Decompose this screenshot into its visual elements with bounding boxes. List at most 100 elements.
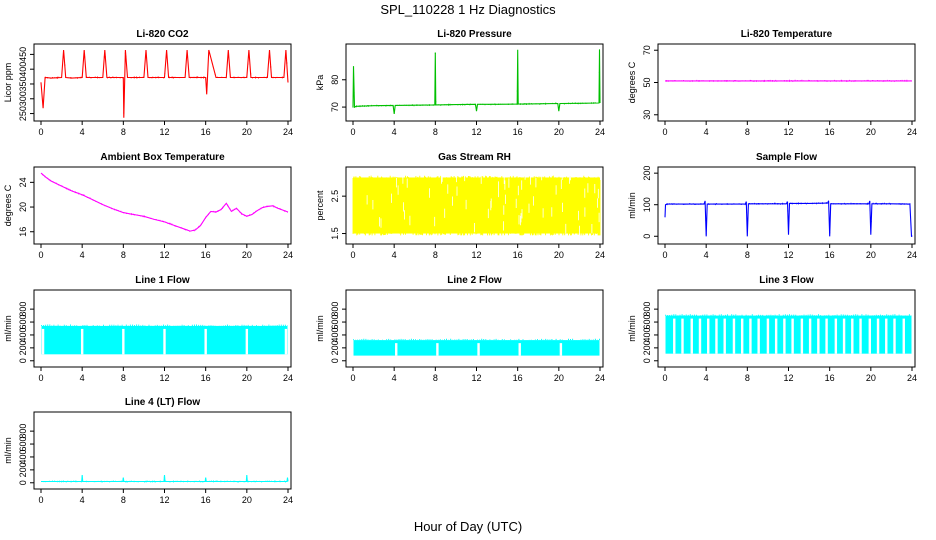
y-tick-label: 0	[642, 358, 652, 363]
panel-title: Gas Stream RH	[438, 152, 511, 163]
x-tick-label: 20	[866, 250, 876, 260]
flow-band	[665, 315, 912, 354]
x-tick-label: 0	[350, 127, 355, 137]
x-tick-label: 8	[121, 250, 126, 260]
x-tick-label: 16	[825, 250, 835, 260]
flow-gap	[876, 318, 880, 354]
flow-gap	[834, 318, 838, 354]
y-tick-label: 400	[642, 327, 652, 342]
y-tick-label: 200	[642, 340, 652, 355]
y-tick-label: 200	[330, 340, 340, 355]
y-tick-label: 350	[18, 76, 28, 91]
x-tick-label: 8	[121, 127, 126, 137]
x-tick-label: 0	[38, 250, 43, 260]
x-tick-label: 16	[513, 373, 523, 383]
series-line	[352, 49, 601, 114]
x-tick-label: 4	[704, 373, 709, 383]
flow-band	[353, 340, 600, 356]
x-tick-label: 24	[907, 373, 917, 383]
y-axis-label: ml/min	[315, 315, 325, 342]
x-tick-label: 8	[745, 373, 750, 383]
data-layer	[664, 200, 913, 237]
x-tick-label: 24	[283, 495, 293, 505]
panel-title: Sample Flow	[756, 152, 817, 163]
x-tick-label: 20	[554, 250, 564, 260]
x-tick-label: 16	[825, 373, 835, 383]
y-tick-label: 70	[330, 102, 340, 112]
x-tick-label: 24	[283, 127, 293, 137]
x-tick-label: 20	[866, 127, 876, 137]
plot-frame	[33, 289, 292, 368]
flow-gap	[284, 328, 288, 355]
series-noise	[40, 50, 288, 114]
flow-gap	[851, 318, 854, 354]
flow-gap	[902, 318, 905, 354]
x-tick-label: 24	[907, 127, 917, 137]
flow-gap	[723, 318, 726, 354]
flow-gap	[673, 318, 676, 354]
x-tick-label: 24	[907, 250, 917, 260]
y-tick-label: 600	[18, 315, 28, 330]
x-tick-label: 20	[242, 127, 252, 137]
flow-gap	[436, 343, 439, 356]
flow-gap	[868, 318, 872, 354]
y-tick-label: 20	[18, 202, 28, 212]
x-tick-label: 12	[159, 373, 169, 383]
x-tick-label: 8	[433, 127, 438, 137]
flow-band-edge	[353, 338, 600, 341]
panel-8: Line 3 Flow ml/min 0 4 8 12 16 20 24 0 20040060080…	[627, 275, 917, 383]
y-tick-label: 600	[330, 315, 340, 330]
series-line	[40, 172, 289, 232]
x-tick-label: 20	[554, 373, 564, 383]
x-tick-label: 4	[392, 127, 397, 137]
y-tick-label: 200	[18, 340, 28, 355]
flow-gap	[518, 343, 521, 356]
x-tick-label: 4	[80, 127, 85, 137]
y-tick-label: 200	[18, 462, 28, 477]
x-tick-label: 4	[392, 250, 397, 260]
y-tick-label: 30	[642, 110, 652, 120]
x-tick-label: 8	[433, 250, 438, 260]
panel-title: Line 1 Flow	[135, 275, 190, 286]
x-tick-label: 8	[745, 250, 750, 260]
flow-gap	[245, 328, 249, 355]
panel-title: Line 4 (LT) Flow	[125, 397, 201, 408]
flow-gap	[783, 318, 786, 354]
data-layer	[40, 49, 289, 118]
flow-gap	[559, 343, 563, 356]
flow-gap	[791, 318, 794, 354]
flow-gap	[757, 318, 760, 354]
x-tick-label: 24	[595, 250, 605, 260]
data-layer	[40, 172, 289, 232]
flow-gap	[842, 318, 846, 354]
series-line	[40, 49, 289, 118]
x-axis-title: Hour of Day (UTC)	[414, 519, 522, 534]
x-tick-label: 8	[745, 127, 750, 137]
x-tick-label: 12	[159, 495, 169, 505]
y-axis-label: percent	[315, 190, 325, 221]
x-tick-label: 12	[783, 250, 793, 260]
flow-gap	[715, 318, 718, 354]
data-layer	[665, 314, 912, 354]
flow-gap	[859, 318, 862, 354]
x-tick-label: 4	[392, 373, 397, 383]
y-axis-label: ml/min	[3, 437, 13, 464]
panel-3: Ambient Box Temperature degrees C 0 4 8 12 16 2…	[3, 152, 293, 260]
flow-gap	[163, 328, 166, 355]
panel-5: Sample Flow ml/min 0 4 8 12 16 20 24 0 100 200	[627, 152, 917, 260]
y-tick-label: 2.5	[330, 190, 340, 203]
x-tick-label: 20	[866, 373, 876, 383]
flow-gap	[893, 318, 896, 354]
flow-band-edge	[665, 314, 912, 316]
x-tick-label: 12	[159, 250, 169, 260]
flow-gap	[80, 328, 84, 355]
y-tick-label: 0	[18, 358, 28, 363]
x-tick-label: 20	[554, 127, 564, 137]
x-tick-label: 12	[783, 373, 793, 383]
panel-7: Line 2 Flow ml/min 0 4 8 12 16 20 24 0 20040060080…	[315, 275, 605, 383]
y-tick-label: 0	[642, 234, 652, 239]
x-tick-label: 4	[704, 250, 709, 260]
x-tick-label: 16	[513, 127, 523, 137]
y-tick-label: 600	[642, 315, 652, 330]
x-tick-label: 24	[283, 373, 293, 383]
